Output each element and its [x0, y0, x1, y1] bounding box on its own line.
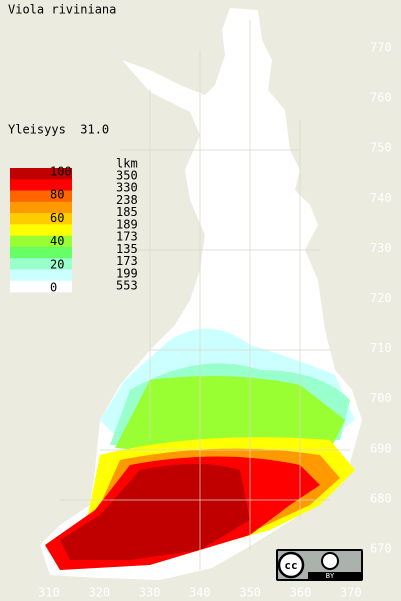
y-axis-label: 690	[370, 441, 392, 455]
y-axis-label: 710	[370, 341, 392, 355]
legend-swatch	[10, 179, 72, 191]
count-label: 185	[116, 205, 138, 219]
legend: 1008060402003503302381851891731351731995…	[10, 165, 138, 295]
y-axis-label: 700	[370, 391, 392, 405]
scale-label: 100	[50, 165, 72, 179]
by-icon	[321, 552, 339, 570]
cc-circle	[277, 551, 305, 579]
legend-header: lkm	[116, 157, 138, 171]
legend-swatch	[10, 190, 72, 203]
scale-label: 0	[50, 281, 57, 295]
y-axis-label: 740	[370, 191, 392, 205]
count-label: 173	[116, 254, 138, 268]
title: Viola riviniana	[8, 3, 116, 17]
y-axis-label: 770	[370, 41, 392, 55]
frequency: Yleisyys 31.0	[8, 123, 109, 137]
cc-text: cc	[284, 559, 297, 572]
x-axis-label: 360	[290, 586, 312, 600]
legend-swatch	[10, 246, 72, 259]
scale-label: 80	[50, 188, 64, 202]
count-label: 330	[116, 181, 138, 195]
legend-swatch	[10, 201, 72, 214]
count-label: 553	[116, 279, 138, 293]
y-axis-label: 720	[370, 291, 392, 305]
legend-swatch	[10, 258, 72, 270]
by-strip	[308, 572, 361, 579]
count-label: 199	[116, 266, 138, 280]
legend-swatch	[10, 280, 72, 293]
y-axis-label: 730	[370, 241, 392, 255]
x-axis-label: 370	[340, 586, 362, 600]
zone-50	[115, 376, 345, 455]
by-text: BY	[326, 572, 335, 580]
scale-label: 40	[50, 234, 64, 248]
license-badge: cc BY	[276, 549, 363, 581]
x-axis-label: 340	[189, 586, 211, 600]
scale-label: 20	[50, 257, 64, 271]
count-label: 189	[116, 217, 138, 231]
axis-labels: 770 760 750 740 730 720 710 700 690 680 670 310 320 3…	[38, 41, 392, 600]
scale-label: 60	[50, 211, 64, 225]
y-axis-label: 670	[370, 542, 392, 556]
legend-swatch	[10, 235, 72, 248]
zone-90	[60, 464, 250, 560]
x-axis-label: 350	[239, 586, 261, 600]
legend-swatch	[10, 213, 72, 225]
x-axis-label: 320	[88, 586, 110, 600]
region-borders	[60, 20, 350, 570]
legend-swatch	[10, 224, 72, 236]
legend-swatch	[10, 168, 72, 180]
y-axis-label: 680	[370, 491, 392, 505]
count-label: 135	[116, 242, 138, 256]
legend-swatch	[10, 269, 72, 282]
x-axis-label: 330	[139, 586, 161, 600]
count-label: 238	[116, 193, 138, 207]
y-axis-label: 760	[370, 91, 392, 105]
count-label: 173	[116, 230, 138, 244]
x-axis-label: 310	[38, 586, 60, 600]
count-label: 350	[116, 169, 138, 183]
y-axis-label: 750	[370, 141, 392, 155]
map	[40, 8, 362, 580]
